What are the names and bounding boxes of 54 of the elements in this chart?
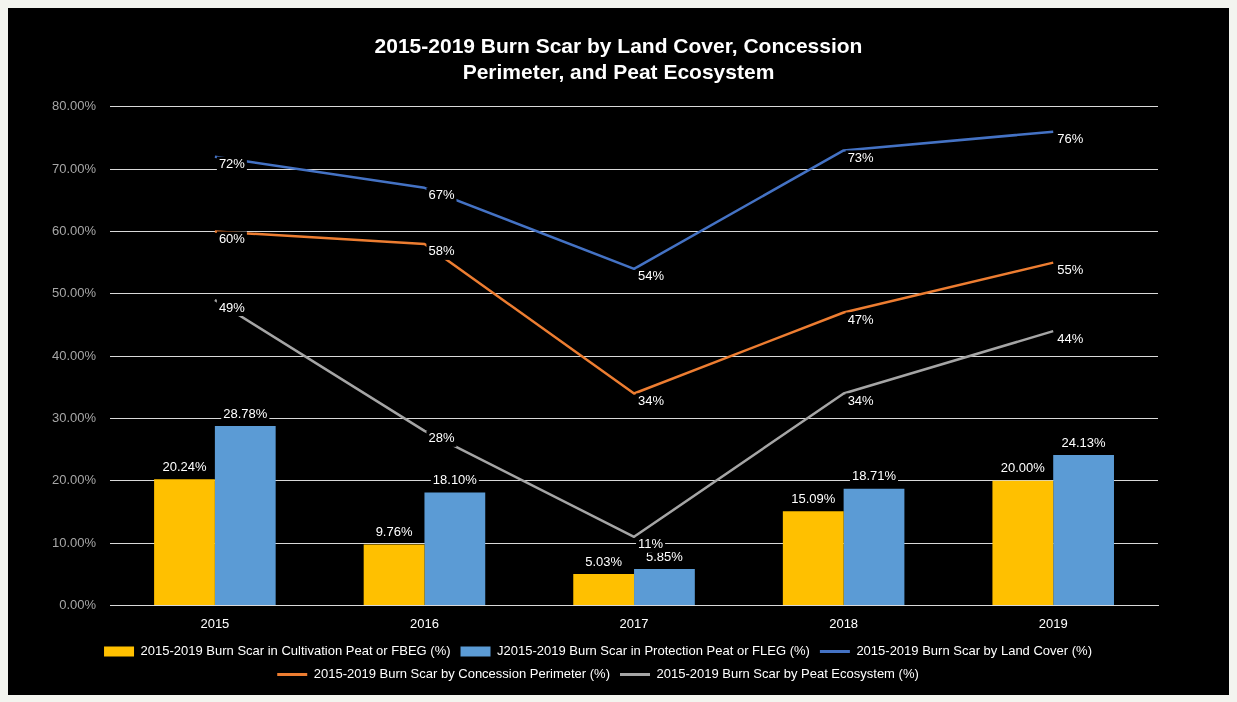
bar [634, 568, 695, 605]
data-label: 58% [428, 243, 455, 259]
data-label: 28% [428, 430, 455, 446]
x-tick-label: 2015 [200, 615, 230, 631]
data-label: 72% [218, 156, 246, 172]
data-label: 49% [218, 299, 246, 315]
data-label: 47% [847, 312, 875, 328]
data-label: 34% [638, 393, 665, 409]
x-tick-label: 2016 [410, 615, 439, 631]
bar [782, 511, 844, 605]
y-tick-label: 0.00% [59, 596, 97, 612]
data-label: 76% [1057, 131, 1084, 147]
y-tick-label: 80.00% [52, 98, 97, 114]
bar [363, 544, 425, 605]
legend-label: 2015-2019 Burn Scar by Peat Ecosystem (%) [656, 666, 919, 682]
bar [214, 426, 276, 605]
legend-label: 2015-2019 Burn Scar by Land Cover (%) [856, 643, 1092, 659]
data-label: 54% [638, 268, 665, 284]
legend-label: J2015-2019 Burn Scar in Protection Peat or FLEG (%) [497, 643, 810, 659]
bar [573, 574, 635, 605]
data-label: 18.71% [851, 468, 897, 484]
data-label: 34% [847, 393, 875, 409]
legend-label: 2015-2019 Burn Scar in Cultivation Peat or FBEG (%) [140, 643, 451, 659]
y-tick-label: 60.00% [52, 223, 97, 239]
data-label: 5.03% [585, 553, 623, 569]
y-tick-label: 30.00% [52, 410, 97, 425]
data-label: 20.24% [162, 458, 207, 474]
x-tick-label: 2017 [619, 615, 649, 631]
bar [154, 479, 215, 605]
y-tick-label: 20.00% [52, 472, 97, 488]
data-label: 18.10% [432, 472, 478, 488]
data-label: 20.00% [1000, 460, 1046, 476]
y-tick-label: 10.00% [52, 534, 97, 550]
y-tick-label: 50.00% [52, 285, 97, 301]
bar [992, 480, 1054, 605]
data-label: 44% [1057, 330, 1084, 346]
data-label: 9.76% [375, 524, 413, 540]
data-label: 55% [1057, 262, 1084, 278]
data-label: 60% [218, 231, 246, 247]
data-label: 67% [428, 187, 455, 203]
data-label: 28.78% [223, 405, 268, 421]
data-label: 15.09% [791, 490, 836, 506]
y-tick-label: 40.00% [52, 347, 97, 363]
data-label: 11% [638, 536, 664, 552]
legend-label: 2015-2019 Burn Scar by Concession Perimeter (%) [313, 666, 610, 682]
bar [1053, 455, 1114, 605]
chart-title: 2015-2019 Burn Scar by Land Cover, Concession Perimeter, and Peat Ecosystem [373, 33, 864, 85]
bar [843, 488, 905, 605]
y-tick-label: 70.00% [52, 160, 97, 176]
bar [424, 492, 486, 605]
x-tick-label: 2019 [1038, 615, 1068, 631]
data-label: 73% [847, 150, 875, 166]
data-label: 24.13% [1061, 434, 1107, 450]
x-tick-label: 2018 [829, 615, 859, 631]
